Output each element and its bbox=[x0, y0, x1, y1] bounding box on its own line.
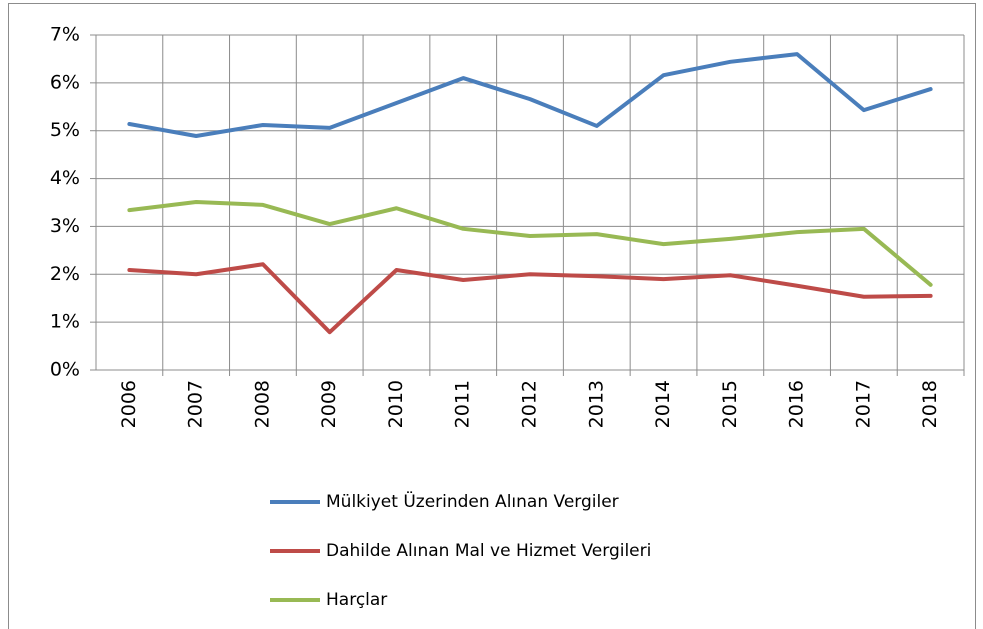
legend-label: Harçlar bbox=[326, 590, 387, 610]
x-tick-label: 2016 bbox=[786, 380, 808, 428]
x-tick-label: 2009 bbox=[318, 380, 340, 428]
legend-label: Mülkiyet Üzerinden Alınan Vergiler bbox=[326, 490, 619, 512]
y-tick-label: 1% bbox=[50, 311, 80, 333]
x-tick-label: 2011 bbox=[452, 380, 474, 428]
x-tick-label: 2007 bbox=[185, 380, 207, 428]
x-tick-label: 2010 bbox=[385, 380, 407, 428]
x-tick-label: 2008 bbox=[251, 380, 273, 428]
x-tick-label: 2006 bbox=[118, 380, 140, 428]
legend-label: Dahilde Alınan Mal ve Hizmet Vergileri bbox=[326, 541, 651, 561]
x-tick-label: 2015 bbox=[719, 380, 741, 428]
series-line bbox=[127, 52, 933, 138]
x-tick-label: 2017 bbox=[852, 380, 874, 428]
x-tick-label: 2012 bbox=[519, 380, 541, 428]
y-tick-label: 4% bbox=[50, 167, 80, 189]
x-tick-label: 2013 bbox=[585, 380, 607, 428]
y-tick-label: 2% bbox=[50, 263, 80, 285]
y-tick-label: 0% bbox=[50, 359, 80, 381]
series-line bbox=[127, 200, 933, 287]
y-tick-label: 5% bbox=[50, 119, 80, 141]
x-tick-label: 2014 bbox=[652, 380, 674, 428]
y-tick-label: 6% bbox=[50, 71, 80, 93]
x-tick-label: 2018 bbox=[919, 380, 941, 428]
chart-frame bbox=[8, 3, 976, 629]
y-tick-label: 3% bbox=[50, 215, 80, 237]
y-tick-label: 7% bbox=[50, 24, 80, 46]
series-line bbox=[127, 262, 933, 335]
